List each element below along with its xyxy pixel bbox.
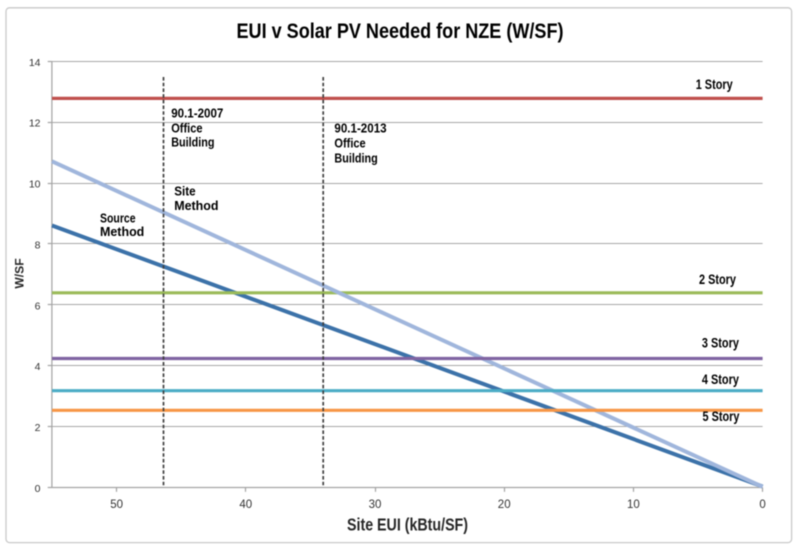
svg-text:Building: Building — [171, 134, 214, 149]
svg-text:6: 6 — [35, 300, 41, 312]
svg-text:Source: Source — [100, 210, 136, 225]
svg-text:90.1-2007: 90.1-2007 — [171, 106, 223, 121]
svg-text:Method: Method — [174, 198, 218, 213]
svg-text:20: 20 — [498, 499, 511, 511]
svg-text:10: 10 — [627, 499, 640, 511]
svg-text:50: 50 — [110, 499, 123, 511]
svg-text:2 Story: 2 Story — [699, 272, 736, 287]
svg-text:2: 2 — [35, 422, 41, 434]
svg-text:4 Story: 4 Story — [702, 372, 739, 387]
svg-text:Site EUI (kBtu/SF): Site EUI (kBtu/SF) — [347, 515, 468, 535]
svg-text:10: 10 — [29, 179, 41, 191]
svg-text:0: 0 — [759, 499, 765, 511]
svg-text:0: 0 — [35, 483, 41, 495]
svg-text:Office: Office — [334, 135, 365, 150]
svg-text:Method: Method — [100, 224, 144, 239]
svg-text:1 Story: 1 Story — [696, 77, 733, 92]
svg-text:4: 4 — [35, 361, 41, 373]
svg-text:3 Story: 3 Story — [702, 336, 739, 351]
svg-text:8: 8 — [35, 240, 41, 252]
svg-text:14: 14 — [29, 57, 41, 69]
svg-text:40: 40 — [239, 499, 252, 511]
svg-text:Site: Site — [174, 184, 195, 199]
svg-text:Office: Office — [171, 120, 202, 135]
svg-text:12: 12 — [29, 118, 41, 130]
svg-text:90.1-2013: 90.1-2013 — [334, 121, 386, 136]
svg-text:Building: Building — [334, 150, 377, 165]
svg-text:EUI v Solar PV Needed for NZE: EUI v Solar PV Needed for NZE (W/SF) — [237, 20, 564, 43]
svg-text:5 Story: 5 Story — [703, 409, 740, 424]
svg-text:30: 30 — [369, 499, 382, 511]
svg-text:W/SF: W/SF — [12, 258, 26, 288]
